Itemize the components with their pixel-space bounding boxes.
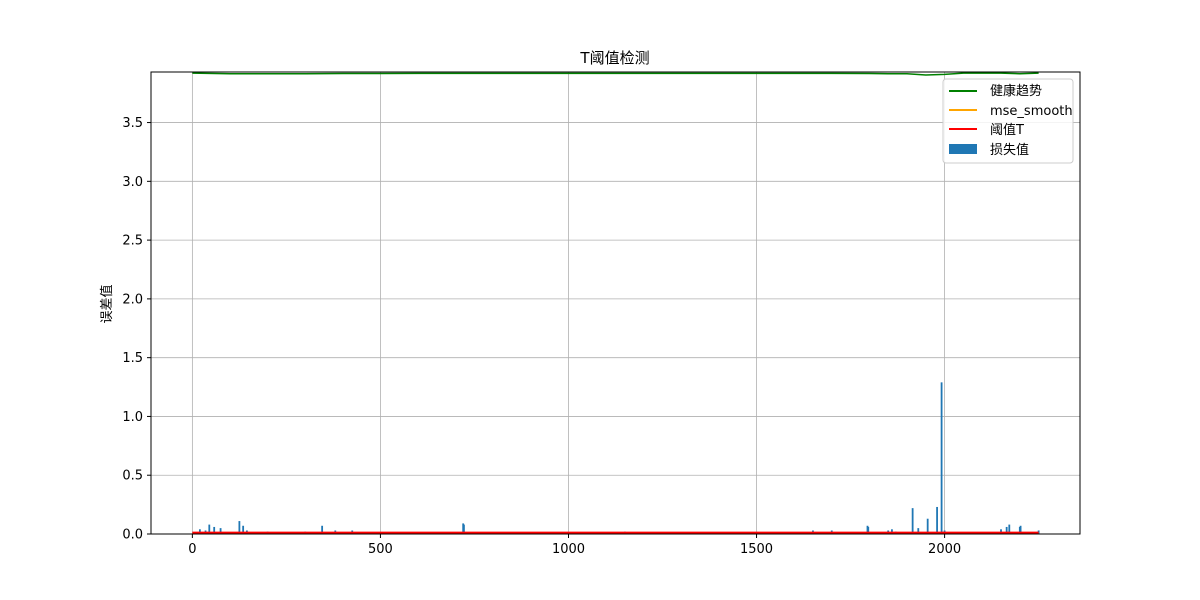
loss-bar (321, 525, 324, 534)
loss-bar (926, 518, 929, 534)
x-tick-label: 500 (368, 542, 393, 557)
plot-frame (150, 71, 1081, 535)
y-tick-label: 2.5 (122, 234, 143, 249)
legend-threshold-label: 阈值T (990, 122, 1024, 138)
y-tick-label: 2.0 (122, 292, 143, 307)
x-tick-label: 2000 (928, 542, 961, 557)
y-tick-label: 1.5 (122, 351, 143, 366)
x-tick-label: 1000 (552, 542, 585, 557)
loss-bar (208, 524, 211, 534)
loss-bar (242, 525, 245, 534)
legend: 健康趋势 mse_smooth 阈值T 损失值 (942, 78, 1074, 164)
y-axis-label: 误差值 (99, 284, 115, 323)
loss-bar (213, 526, 216, 534)
legend-loss-swatch (949, 144, 977, 154)
chart-title: T阈值检测 (579, 49, 649, 67)
y-tick-label: 0.5 (122, 469, 143, 484)
loss-bar (219, 528, 222, 534)
loss-bar (1008, 524, 1011, 534)
y-tick-label: 0.0 (122, 528, 143, 543)
y-tick-label: 3.0 (122, 175, 143, 190)
loss-bar (936, 506, 938, 534)
x-tick-label: 0 (188, 542, 196, 557)
y-tick-label: 1.0 (122, 410, 143, 425)
y-tick-label: 3.5 (122, 116, 143, 131)
legend-box (942, 78, 1074, 164)
legend-mse-smooth-label: mse_smooth (990, 104, 1073, 119)
loss-bar (238, 521, 241, 534)
health-trend-line (192, 72, 1039, 76)
loss-bar (911, 508, 914, 534)
loss-bar (1019, 525, 1022, 534)
x-tick-label: 1500 (740, 542, 773, 557)
grid-lines (151, 72, 1080, 535)
legend-loss-label: 损失值 (990, 142, 1029, 158)
legend-health-label: 健康趋势 (990, 83, 1042, 99)
loss-bar (1005, 526, 1008, 534)
loss-bar (917, 528, 920, 534)
loss-bar (940, 382, 943, 534)
loss-bar (867, 526, 870, 534)
axis-ticks: 0 500 1000 1500 2000 0.0 0.5 1.0 1.5 2.0 2.5 3.0 3.5 (122, 116, 961, 557)
loss-bar (463, 524, 465, 534)
